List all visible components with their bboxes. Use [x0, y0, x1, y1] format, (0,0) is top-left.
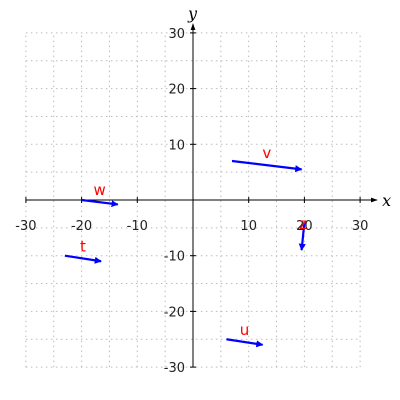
y-tick-label: 10 [168, 138, 185, 153]
vector-u [226, 338, 264, 348]
y-tick-label: -10 [164, 250, 185, 265]
vector-v [231, 159, 303, 173]
y-tick-label: -30 [164, 361, 185, 376]
vector-label-z: z [299, 215, 307, 233]
y-axis-label: y [187, 4, 198, 23]
y-tick-label: 30 [168, 27, 185, 42]
vectors: v w t z u [64, 144, 307, 348]
x-tick-label: 30 [352, 219, 369, 234]
vector-w [81, 198, 119, 208]
y-tick-label: -20 [164, 305, 185, 320]
x-tick-label: 10 [240, 219, 257, 234]
vector-t [64, 254, 102, 264]
axes: x y [25, 4, 391, 368]
vector-label-t: t [80, 237, 86, 255]
vector-label-w: w [94, 181, 106, 199]
vector-label-v: v [262, 144, 271, 162]
x-tick-label: -30 [15, 219, 36, 234]
vector-z [298, 222, 306, 251]
x-tick-label: -10 [127, 219, 148, 234]
vector-label-u: u [240, 321, 250, 339]
y-tick-label: 20 [168, 83, 185, 98]
x-tick-label: -20 [71, 219, 92, 234]
x-axis-label: x [382, 191, 391, 210]
